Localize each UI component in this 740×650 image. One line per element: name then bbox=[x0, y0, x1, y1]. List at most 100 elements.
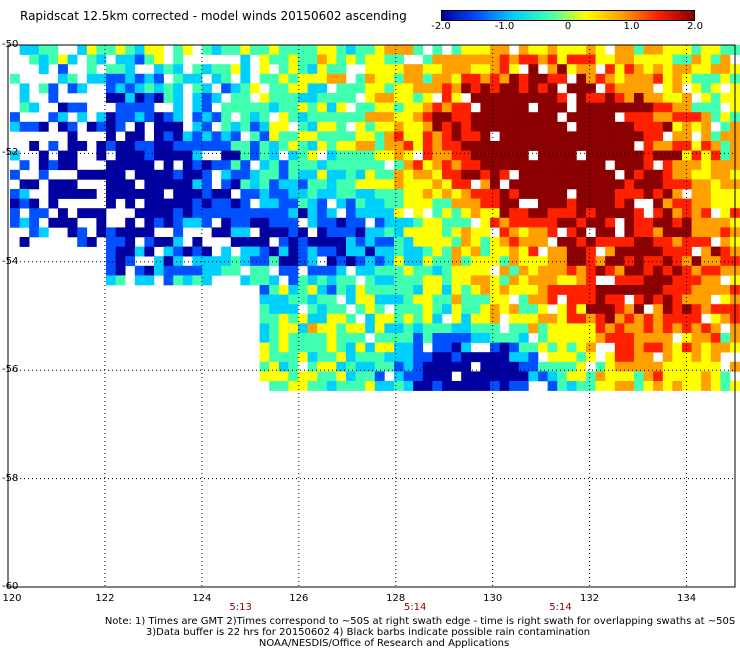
wind-difference-cell bbox=[499, 141, 510, 151]
wind-difference-cell bbox=[557, 169, 568, 180]
wind-difference-cell bbox=[221, 256, 232, 267]
wind-difference-cell bbox=[413, 160, 424, 171]
wind-difference-cell bbox=[576, 93, 587, 103]
wind-difference-cell bbox=[509, 285, 520, 295]
wind-difference-cell bbox=[653, 371, 664, 382]
wind-difference-cell bbox=[432, 121, 443, 132]
wind-difference-cell bbox=[432, 342, 443, 353]
wind-difference-cell bbox=[259, 169, 270, 180]
wind-difference-cell bbox=[509, 237, 520, 247]
wind-difference-cell bbox=[509, 217, 520, 228]
wind-difference-cell bbox=[605, 121, 616, 132]
wind-difference-cell bbox=[538, 333, 548, 343]
wind-difference-cell bbox=[470, 131, 481, 142]
wind-difference-cell bbox=[96, 150, 107, 161]
wind-difference-cell bbox=[672, 169, 683, 180]
wind-difference-cell bbox=[38, 64, 49, 75]
wind-difference-cell bbox=[125, 45, 136, 55]
wind-difference-cell bbox=[643, 83, 654, 94]
wind-difference-cell bbox=[86, 121, 97, 132]
wind-difference-cell bbox=[298, 237, 308, 247]
wind-difference-cell bbox=[413, 112, 424, 123]
wind-difference-cell bbox=[403, 285, 414, 295]
wind-difference-cell bbox=[672, 217, 683, 228]
wind-difference-cell bbox=[173, 141, 184, 151]
wind-difference-cell bbox=[259, 304, 270, 315]
wind-difference-cell bbox=[173, 217, 184, 228]
wind-difference-cell bbox=[547, 121, 558, 132]
wind-difference-cell bbox=[134, 265, 145, 276]
wind-difference-cell bbox=[163, 208, 174, 219]
wind-difference-cell bbox=[326, 275, 337, 286]
wind-difference-cell bbox=[422, 169, 433, 180]
wind-difference-cell bbox=[470, 352, 481, 363]
wind-difference-cell bbox=[557, 256, 568, 267]
wind-difference-cell bbox=[259, 217, 270, 228]
wind-difference-cell bbox=[115, 54, 126, 65]
wind-difference-cell bbox=[624, 121, 635, 132]
wind-difference-cell bbox=[269, 73, 280, 84]
wind-difference-cell bbox=[259, 189, 270, 199]
wind-difference-cell bbox=[461, 179, 472, 190]
wind-difference-cell bbox=[403, 102, 414, 113]
wind-difference-cell bbox=[518, 313, 529, 324]
wind-difference-cell bbox=[451, 275, 462, 286]
wind-difference-cell bbox=[586, 73, 596, 84]
wind-difference-cell bbox=[115, 160, 126, 171]
wind-difference-cell bbox=[710, 217, 721, 228]
wind-difference-cell bbox=[326, 73, 337, 84]
wind-difference-cell bbox=[173, 169, 184, 180]
wind-difference-cell bbox=[77, 189, 88, 199]
wind-difference-cell bbox=[384, 237, 395, 247]
wind-difference-cell bbox=[192, 208, 203, 219]
wind-difference-cell bbox=[422, 179, 433, 190]
wind-difference-cell bbox=[547, 246, 558, 257]
wind-difference-cell bbox=[672, 342, 683, 353]
wind-difference-cell bbox=[10, 169, 20, 180]
wind-difference-cell bbox=[403, 381, 414, 391]
wind-difference-cell bbox=[173, 198, 184, 209]
wind-difference-cell bbox=[480, 54, 491, 65]
wind-difference-cell bbox=[259, 256, 270, 267]
wind-difference-cell bbox=[288, 333, 299, 343]
wind-difference-cell bbox=[653, 275, 664, 286]
wind-difference-cell bbox=[470, 169, 481, 180]
wind-difference-cell bbox=[29, 121, 40, 132]
wind-difference-cell bbox=[394, 304, 404, 315]
wind-difference-cell bbox=[154, 73, 164, 84]
wind-difference-cell bbox=[701, 73, 712, 84]
wind-difference-cell bbox=[653, 361, 664, 372]
wind-difference-cell bbox=[403, 361, 414, 372]
wind-difference-cell bbox=[634, 294, 644, 305]
wind-difference-cell bbox=[259, 361, 270, 372]
wind-difference-cell bbox=[451, 141, 462, 151]
wind-difference-cell bbox=[451, 294, 462, 305]
wind-difference-cell bbox=[605, 112, 616, 123]
wind-difference-cell bbox=[384, 141, 395, 151]
wind-difference-cell bbox=[518, 179, 529, 190]
wind-difference-cell bbox=[240, 246, 251, 257]
wind-difference-cell bbox=[701, 112, 712, 123]
wind-difference-cell bbox=[643, 54, 654, 65]
wind-difference-cell bbox=[672, 352, 683, 363]
wind-difference-cell bbox=[298, 73, 308, 84]
wind-difference-cell bbox=[528, 64, 539, 75]
wind-difference-cell bbox=[509, 323, 520, 334]
wind-difference-cell bbox=[154, 64, 164, 75]
wind-difference-cell bbox=[566, 342, 577, 353]
wind-difference-cell bbox=[384, 208, 395, 219]
wind-difference-cell bbox=[682, 313, 692, 324]
wind-difference-cell bbox=[442, 304, 452, 315]
wind-difference-cell bbox=[374, 285, 385, 295]
wind-difference-cell bbox=[125, 179, 136, 190]
wind-difference-cell bbox=[403, 304, 414, 315]
wind-difference-cell bbox=[422, 93, 433, 103]
wind-difference-cell bbox=[518, 237, 529, 247]
wind-difference-cell bbox=[355, 45, 366, 55]
wind-difference-cell bbox=[557, 342, 568, 353]
wind-difference-cell bbox=[518, 189, 529, 199]
wind-difference-cell bbox=[720, 54, 731, 65]
wind-difference-cell bbox=[672, 189, 683, 199]
wind-difference-cell bbox=[106, 121, 116, 132]
wind-difference-cell bbox=[115, 227, 126, 238]
